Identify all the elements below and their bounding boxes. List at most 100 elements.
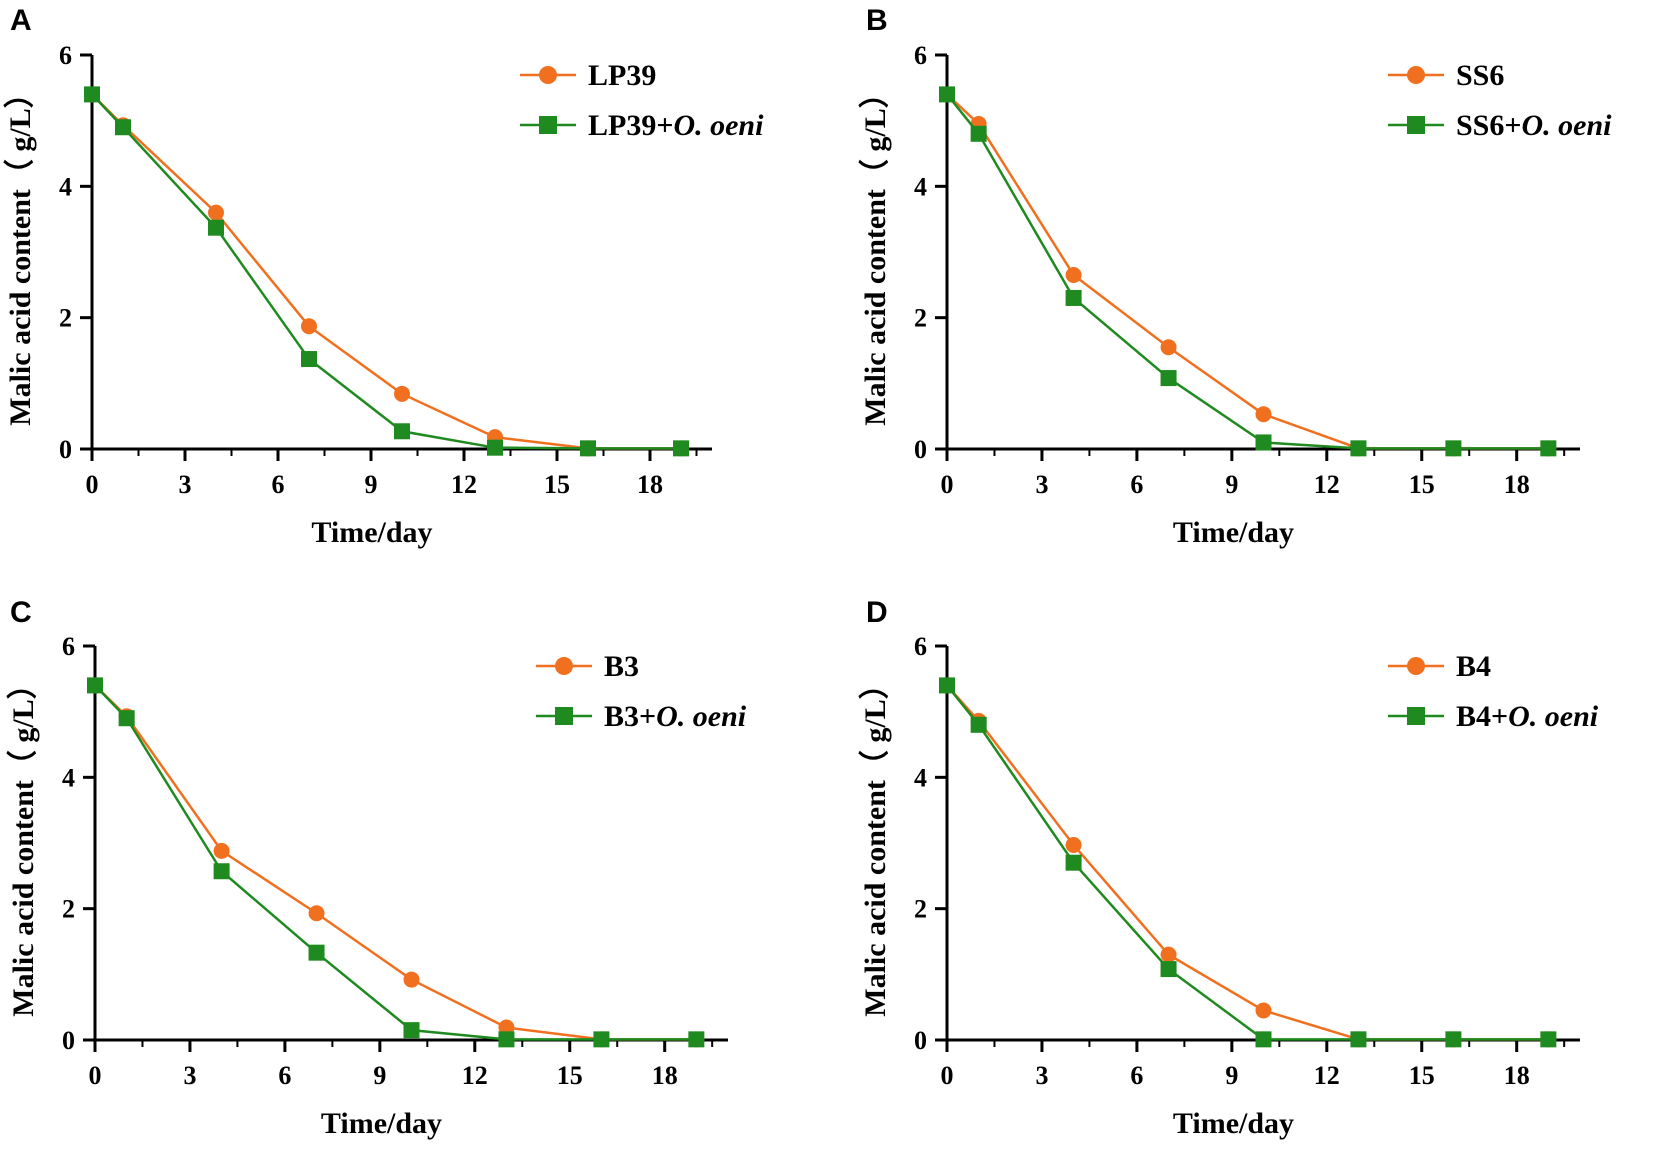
legend-label-species: O. oeni	[1521, 109, 1612, 142]
data-point-square	[1350, 440, 1367, 457]
y-axis-title: Malic acid content（ g/L）	[858, 78, 892, 425]
data-point-square	[1065, 854, 1082, 871]
data-point-square	[1445, 440, 1462, 457]
series-line-2	[94, 684, 697, 1041]
legend-entry-1: B4	[1388, 650, 1491, 683]
chart-panel-c: C 0 2 4 6 0 3 6 9 12 15 18 Time/day Malic acid conten…	[6, 596, 747, 1140]
y-tick-label: 4	[62, 763, 75, 792]
legend-entry-1: B3	[536, 650, 639, 683]
data-point-circle	[1160, 339, 1177, 356]
x-tick-label: 3	[179, 470, 192, 499]
data-point-square	[673, 440, 689, 457]
series-line-2	[946, 684, 1549, 1041]
legend-marker-circle	[555, 657, 573, 675]
legend-entry-2: LP39+O. oeni	[520, 109, 764, 142]
data-point-square	[939, 677, 955, 694]
x-tick-label: 12	[1314, 1061, 1340, 1090]
data-point-square	[84, 86, 100, 103]
x-tick-label: 9	[373, 1061, 386, 1090]
x-tick-label: 12	[462, 1061, 488, 1090]
legend-entry-1: SS6	[1388, 59, 1504, 92]
legend-entry-1: LP39	[520, 59, 656, 92]
legend-label-name: SS6	[1456, 59, 1504, 92]
x-tick-label: 18	[1504, 470, 1530, 499]
y-tick-label: 2	[59, 304, 72, 333]
y-tick-label: 0	[59, 435, 72, 464]
legend-label-species: O. oeni	[656, 700, 747, 733]
x-tick-label: 12	[451, 470, 477, 499]
legend-label: B3	[604, 650, 639, 683]
data-point-square	[403, 1022, 420, 1039]
data-point-circle	[1065, 266, 1082, 283]
legend-marker-circle	[539, 66, 557, 84]
x-tick-label: 6	[278, 1061, 291, 1090]
x-tick-label: 6	[272, 470, 285, 499]
y-tick-label: 2	[914, 304, 927, 333]
legend-label: LP39	[588, 59, 656, 92]
legend-entry-2: B4+O. oeni	[1388, 700, 1599, 733]
legend-label-name: LP39+	[588, 109, 673, 142]
data-point-square	[87, 677, 103, 694]
data-point-square	[308, 944, 325, 961]
legend-marker-square	[555, 707, 573, 725]
legend-marker-circle	[1407, 657, 1425, 675]
series-line-1	[946, 93, 1549, 450]
legend-label-name: B3+	[604, 700, 656, 733]
data-point-square	[487, 439, 503, 456]
legend-label-species: O. oeni	[673, 109, 764, 142]
y-tick-label: 6	[62, 632, 75, 661]
x-tick-label: 3	[183, 1061, 196, 1090]
y-tick-label: 6	[59, 41, 72, 70]
data-point-square	[1540, 1031, 1557, 1048]
legend-label-name: B4	[1456, 650, 1491, 683]
x-tick-label: 15	[544, 470, 570, 499]
x-tick-label: 0	[86, 470, 99, 499]
data-point-square	[1160, 961, 1177, 978]
data-point-square	[213, 863, 230, 880]
data-point-square	[688, 1031, 705, 1048]
panel-letter: A	[10, 4, 32, 37]
x-tick-label: 18	[1504, 1061, 1530, 1090]
legend-label-name: B3	[604, 650, 639, 683]
data-point-circle	[403, 971, 420, 988]
x-tick-label: 6	[1130, 470, 1143, 499]
panel-letter: C	[10, 596, 32, 629]
legend-label: SS6	[1456, 59, 1504, 92]
x-tick-label: 15	[1409, 1061, 1435, 1090]
legend-marker-square	[1407, 116, 1425, 134]
data-point-square	[115, 119, 131, 136]
data-point-square	[939, 86, 955, 103]
legend-marker-circle	[1407, 66, 1425, 84]
legend-label: B3+O. oeni	[604, 700, 747, 733]
y-tick-label: 2	[62, 895, 75, 924]
legend-marker-square	[539, 116, 557, 134]
series-line-2	[91, 93, 681, 450]
y-tick-label: 0	[62, 1026, 75, 1055]
y-axis-title: Malic acid content（ g/L）	[858, 669, 892, 1016]
data-point-square	[1255, 1031, 1272, 1048]
series-line-1	[91, 93, 681, 450]
data-point-square	[970, 125, 987, 142]
data-point-square	[394, 423, 410, 440]
data-point-square	[1255, 434, 1272, 451]
data-point-square	[593, 1031, 610, 1048]
y-tick-label: 2	[914, 895, 927, 924]
data-point-square	[301, 351, 317, 368]
x-tick-label: 0	[941, 1061, 954, 1090]
data-point-square	[1160, 370, 1177, 387]
x-tick-label: 18	[652, 1061, 678, 1090]
x-axis-title: Time/day	[311, 516, 432, 549]
data-point-square	[1350, 1031, 1367, 1048]
legend-entry-2: SS6+O. oeni	[1388, 109, 1612, 142]
legend-label-name: B4+	[1456, 700, 1508, 733]
legend-label: B4+O. oeni	[1456, 700, 1599, 733]
y-tick-label: 0	[914, 435, 927, 464]
legend-label-name: SS6+	[1456, 109, 1521, 142]
data-point-square	[580, 440, 596, 457]
x-tick-label: 9	[365, 470, 378, 499]
x-tick-label: 0	[941, 470, 954, 499]
data-point-square	[1445, 1031, 1462, 1048]
data-point-square	[970, 716, 987, 733]
data-point-square	[498, 1031, 515, 1048]
chart-panel-d: D 0 2 4 6 0 3 6 9 12 15 18 Time/day Malic acid conten…	[858, 596, 1599, 1140]
